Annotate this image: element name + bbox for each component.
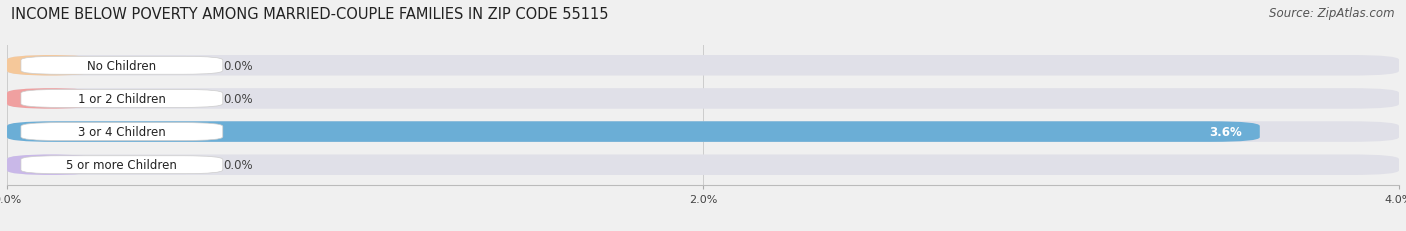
FancyBboxPatch shape <box>7 155 94 175</box>
FancyBboxPatch shape <box>7 89 94 109</box>
FancyBboxPatch shape <box>7 89 1399 109</box>
Text: 0.0%: 0.0% <box>222 158 253 171</box>
Text: 0.0%: 0.0% <box>222 93 253 106</box>
Text: INCOME BELOW POVERTY AMONG MARRIED-COUPLE FAMILIES IN ZIP CODE 55115: INCOME BELOW POVERTY AMONG MARRIED-COUPL… <box>11 7 609 22</box>
FancyBboxPatch shape <box>21 123 222 141</box>
FancyBboxPatch shape <box>21 90 222 108</box>
Text: 5 or more Children: 5 or more Children <box>66 158 177 171</box>
Text: 3.6%: 3.6% <box>1209 125 1243 138</box>
Text: Source: ZipAtlas.com: Source: ZipAtlas.com <box>1270 7 1395 20</box>
FancyBboxPatch shape <box>7 56 94 76</box>
Text: No Children: No Children <box>87 60 156 73</box>
FancyBboxPatch shape <box>21 156 222 174</box>
Text: 3 or 4 Children: 3 or 4 Children <box>77 125 166 138</box>
Text: 1 or 2 Children: 1 or 2 Children <box>77 93 166 106</box>
FancyBboxPatch shape <box>7 122 1260 142</box>
FancyBboxPatch shape <box>7 122 1399 142</box>
FancyBboxPatch shape <box>21 57 222 75</box>
FancyBboxPatch shape <box>7 56 1399 76</box>
FancyBboxPatch shape <box>7 155 1399 175</box>
Text: 0.0%: 0.0% <box>222 60 253 73</box>
